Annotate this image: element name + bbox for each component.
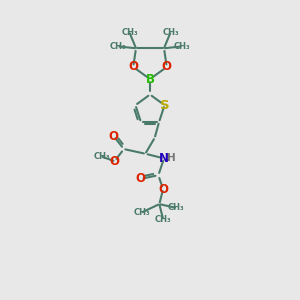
- Text: O: O: [110, 155, 119, 168]
- Text: CH₃: CH₃: [110, 42, 127, 51]
- Text: O: O: [128, 60, 138, 74]
- Text: O: O: [109, 130, 118, 142]
- Text: O: O: [162, 60, 172, 74]
- Text: CH₃: CH₃: [173, 42, 190, 51]
- Text: N: N: [159, 152, 169, 165]
- Text: B: B: [146, 73, 154, 85]
- Text: O: O: [158, 183, 168, 196]
- Text: CH₃: CH₃: [93, 152, 110, 161]
- Text: CH₃: CH₃: [155, 214, 171, 224]
- Text: CH₃: CH₃: [168, 203, 184, 212]
- Text: O: O: [136, 172, 146, 185]
- Text: CH₃: CH₃: [133, 208, 150, 217]
- Text: H: H: [167, 153, 176, 164]
- Text: CH₃: CH₃: [121, 28, 138, 37]
- Text: CH₃: CH₃: [162, 28, 179, 37]
- Text: S: S: [160, 99, 170, 112]
